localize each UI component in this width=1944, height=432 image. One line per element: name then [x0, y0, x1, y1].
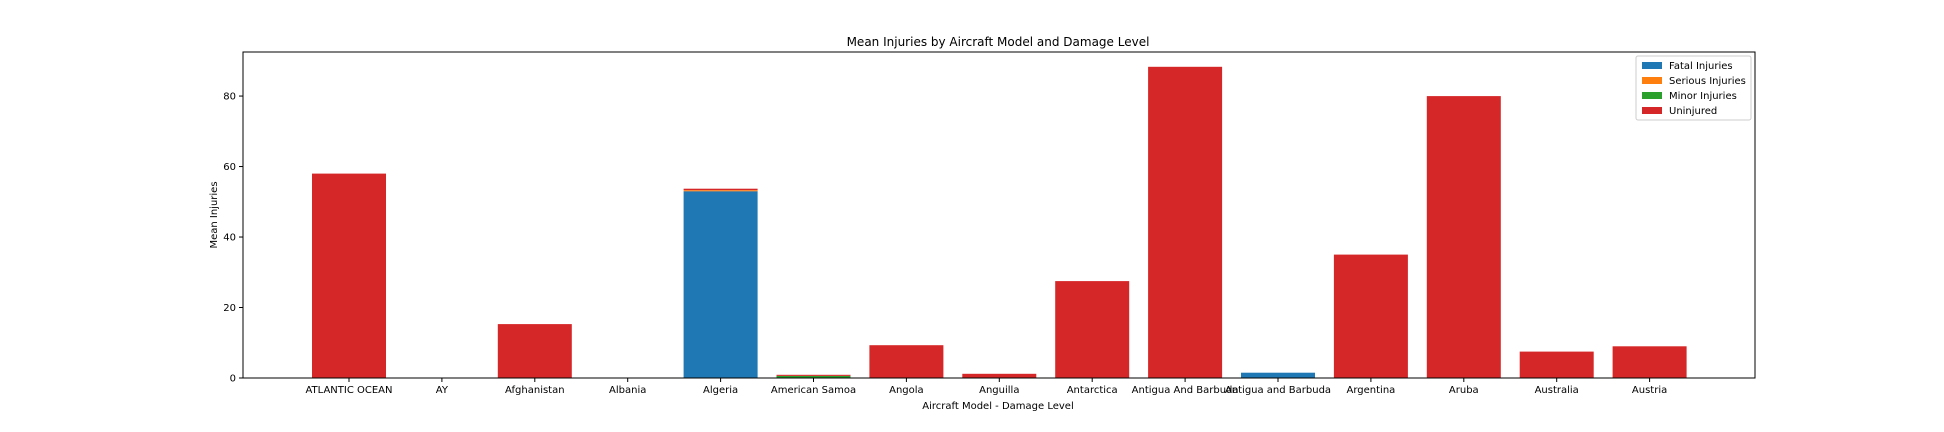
x-tick-label: Aruba — [1449, 385, 1479, 396]
y-axis: 0 20 40 60 80 — [223, 92, 243, 385]
legend-label: Minor Injuries — [1669, 91, 1737, 102]
bar-antarctica-series-3 — [1055, 281, 1130, 378]
bar-algeria-series-3 — [683, 188, 758, 191]
x-tick-label: Afghanistan — [505, 385, 565, 396]
y-tick-label: 80 — [223, 92, 236, 103]
legend-label: Serious Injuries — [1669, 76, 1746, 87]
bar-antigua-and-barbuda-series-0 — [1241, 372, 1315, 378]
y-tick-label: 0 — [230, 374, 236, 385]
x-tick-label: Albania — [609, 385, 646, 396]
x-axis: ATLANTIC OCEAN AY Afghanistan Albania Algeri… — [305, 378, 1667, 396]
legend: Fatal Injuries Serious Injuries Minor Inju… — [1635, 55, 1752, 121]
x-tick-label: Australia — [1535, 385, 1579, 396]
legend-label: Uninjured — [1669, 106, 1717, 117]
x-tick-label: Algeria — [703, 385, 738, 396]
bar-afghanistan-series-3 — [497, 324, 572, 378]
x-tick-label: Antigua and Barbuda — [1225, 385, 1331, 396]
legend-label: Fatal Injuries — [1669, 61, 1733, 72]
bar-australia-series-3 — [1519, 351, 1594, 378]
y-tick-label: 60 — [223, 162, 236, 173]
bar-aruba-series-3 — [1426, 96, 1501, 378]
x-tick-label: Antigua And Barbuda — [1132, 385, 1239, 396]
y-tick-label: 40 — [223, 233, 236, 244]
x-tick-label: ATLANTIC OCEAN — [305, 385, 392, 396]
y-tick-label: 20 — [223, 303, 236, 314]
x-tick-label: Austria — [1632, 385, 1667, 396]
bar-atlantic-ocean-series-3 — [312, 173, 386, 378]
bar-angola-series-3 — [869, 345, 944, 378]
x-axis-title: Aircraft Model - Damage Level — [922, 401, 1073, 412]
x-tick-label: Argentina — [1347, 385, 1396, 396]
y-axis-title: Mean Injuries — [209, 181, 220, 248]
legend-swatch — [1642, 107, 1662, 114]
legend-box — [1635, 55, 1752, 121]
bar-american-samoa-series-3 — [776, 374, 851, 376]
bar-anguilla-series-3 — [962, 373, 1037, 378]
x-tick-label: Antarctica — [1067, 385, 1118, 396]
legend-swatch — [1642, 77, 1662, 84]
bar-antigua-and-barbuda-series-3 — [1148, 66, 1223, 379]
bars-layer — [312, 66, 1687, 379]
chart-title: Mean Injuries by Aircraft Model and Dama… — [847, 35, 1150, 49]
x-tick-label: Angola — [889, 385, 924, 396]
x-tick-label: AY — [436, 385, 449, 396]
bar-american-samoa-series-2 — [776, 375, 851, 378]
legend-swatch — [1642, 92, 1662, 99]
plot-area-frame — [242, 51, 1756, 379]
x-tick-label: American Samoa — [771, 385, 856, 396]
legend-swatch — [1642, 62, 1662, 69]
bar-argentina-series-3 — [1333, 254, 1408, 378]
bar-algeria-series-0 — [683, 191, 758, 378]
bar-austria-series-3 — [1612, 346, 1687, 378]
bar-algeria-series-1 — [683, 190, 758, 192]
x-tick-label: Anguilla — [979, 385, 1019, 396]
